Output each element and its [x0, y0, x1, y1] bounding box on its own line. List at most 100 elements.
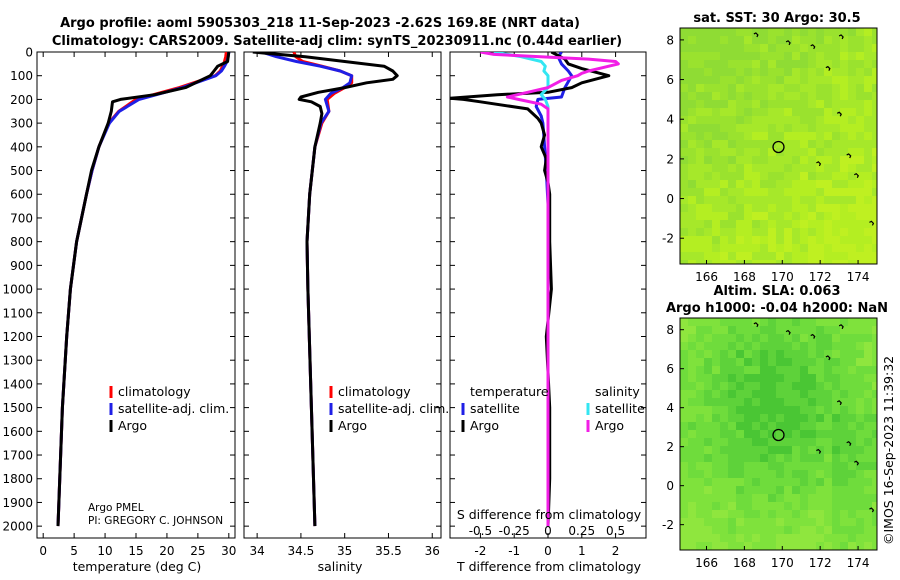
island-outline [836, 111, 842, 117]
x-tick-label: 1 [578, 544, 586, 558]
x-tick-label: 5 [70, 544, 78, 558]
island-outline [785, 40, 791, 46]
island-outline [810, 333, 816, 339]
depth-tick-label: 1000 [2, 283, 33, 297]
map-y-tick-label: -2 [662, 518, 674, 532]
depth-tick-label: 1700 [2, 449, 33, 463]
series-argo [56, 52, 231, 527]
depth-tick-labels: 0 100 200 300 400 500 600 700 800 900 1000 1100 1200… [2, 46, 33, 534]
x-tick-label: 30 [221, 544, 236, 558]
map-x-tick-label: 166 [695, 556, 718, 570]
x-tick-label: -1 [508, 544, 520, 558]
island-outline [785, 329, 791, 335]
x-tick-label: 2 [612, 544, 620, 558]
map-y-tick-label: 0 [666, 479, 674, 493]
map-y-tick-label: 6 [666, 73, 674, 87]
x-tick-label: 36 [425, 544, 440, 558]
x-tick-label: 15 [128, 544, 143, 558]
s-difference-axis-label: S difference from climatology [457, 507, 642, 522]
x-tick-labels: 0 5 10 15 20 25 30 34 34.5 35 35.5 36 -2 -1 0 1 2 -0.5 -0.… [39, 524, 625, 558]
argo-float-marker [772, 428, 785, 442]
sst_map-frame [679, 27, 878, 265]
depth-tick-label: 600 [10, 188, 33, 202]
legend-argo: Argo [118, 418, 147, 433]
profile-curves [56, 52, 620, 527]
temperature-axis-label: temperature (deg C) [73, 559, 202, 574]
sst_map-field [680, 28, 877, 264]
island-outline [825, 355, 831, 361]
map-x-tick-label: 170 [771, 556, 794, 570]
island-outline [854, 460, 859, 466]
x-tick-label: 34 [249, 544, 264, 558]
series-temperature-argo [450, 52, 611, 527]
pi-institution: Argo PMEL [88, 502, 144, 514]
map-x-tick-label: 172 [809, 556, 832, 570]
island-outline [810, 44, 816, 50]
temperature-legend: climatology satellite-adj. clim. Argo [109, 384, 229, 433]
sla_map-field [680, 318, 877, 550]
legend-climatology: climatology [118, 384, 191, 399]
sla-map-title-line2: Argo h1000: -0.04 h2000: NaN [666, 301, 888, 316]
s-diff-tick-label: -0.25 [499, 524, 530, 538]
legend-header-temperature: temperature [470, 384, 549, 399]
depth-tick-label: 1400 [2, 377, 33, 391]
imos-timestamp: ©IMOS 16-Sep-2023 11:39:32 [881, 356, 896, 545]
sla_map-frame [679, 317, 878, 551]
legend-s-argo: Argo [595, 418, 624, 433]
depth-tick-label: 400 [10, 140, 33, 154]
legend-argo: Argo [338, 418, 367, 433]
depth-tick-label: 500 [10, 164, 33, 178]
depth-tick-label: 200 [10, 93, 33, 107]
panel-temperature-curves [56, 52, 231, 527]
legend-t-satellite: satellite [470, 401, 520, 416]
depth-tick-label: 0 [25, 46, 33, 60]
legend-s-satellite: satellite [595, 401, 645, 416]
map-y-tick-label: 4 [666, 113, 674, 127]
island-outline [753, 32, 759, 38]
depth-tick-label: 1300 [2, 354, 33, 368]
depth-tick-label: 700 [10, 211, 33, 225]
map-y-tick-label: 8 [666, 323, 674, 337]
difference-legend: temperature salinity satellite Argo sate… [461, 384, 645, 433]
x-tick-label: 10 [97, 544, 112, 558]
depth-tick-label: 1900 [2, 496, 33, 510]
island-outline [854, 173, 859, 179]
s-diff-tick-label: 0.5 [606, 524, 625, 538]
island-outline [869, 220, 875, 226]
pi-name: PI: GREGORY C. JOHNSON [88, 515, 223, 527]
x-tick-label: 35.5 [375, 544, 402, 558]
island-outline [846, 441, 852, 447]
map-y-tick-label: -2 [662, 232, 674, 246]
series-salinity-argo [480, 52, 620, 527]
t-difference-axis-label: T difference from climatology [456, 559, 642, 574]
island-outline [816, 448, 822, 454]
legend-t-argo: Argo [470, 418, 499, 433]
map-x-tick-label: 174 [847, 270, 870, 284]
temperature-panel [36, 51, 236, 539]
panel-differences-curves [450, 52, 620, 527]
axis-ticks [37, 51, 646, 538]
island-outline [838, 34, 844, 40]
map-y-tick-label: 0 [666, 192, 674, 206]
map-y-tick-label: 2 [666, 440, 674, 454]
depth-tick-label: 1600 [2, 425, 33, 439]
sla-map-title-line1: Altim. SLA: 0.063 [714, 284, 841, 299]
legend-satellite: satellite-adj. clim. [118, 401, 229, 416]
depth-tick-label: 1800 [2, 472, 33, 486]
island-outline [825, 65, 831, 71]
island-outline [816, 161, 822, 167]
argo-float-marker [772, 140, 785, 154]
s-diff-tick-label: -0.5 [469, 524, 492, 538]
depth-tick-label: 1100 [2, 306, 33, 320]
s-diff-tick-label: 0.25 [568, 524, 595, 538]
sst-map-title: sat. SST: 30 Argo: 30.5 [693, 11, 860, 26]
island-outline [846, 153, 852, 159]
x-tick-label: 0 [39, 544, 47, 558]
map-x-tick-label: 168 [733, 270, 756, 284]
x-tick-label: 25 [190, 544, 205, 558]
depth-tick-label: 800 [10, 235, 33, 249]
map-x-tick-label: 174 [847, 556, 870, 570]
depth-tick-label: 1500 [2, 401, 33, 415]
x-tick-label: 0 [544, 544, 552, 558]
